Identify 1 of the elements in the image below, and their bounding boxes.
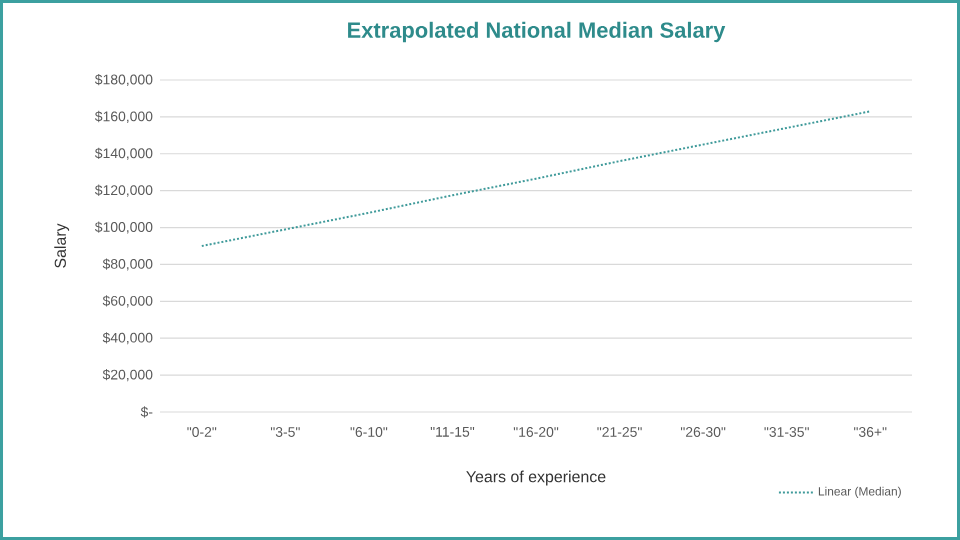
chart-title: Extrapolated National Median Salary: [348, 21, 726, 43]
